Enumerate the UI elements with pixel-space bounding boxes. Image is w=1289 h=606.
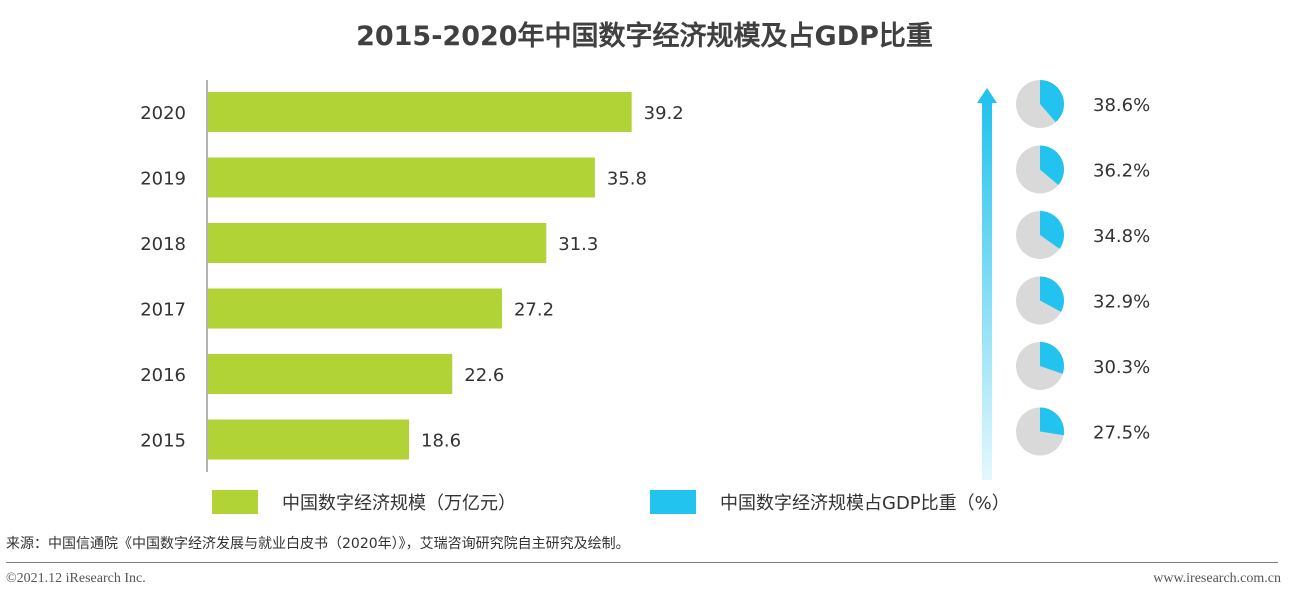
legend-item-share: 中国数字经济规模占GDP比重（%） [650, 488, 1010, 516]
pie-slice [1040, 145, 1065, 186]
bar-data-label: 39.2 [644, 103, 684, 124]
bar-data-label: 35.8 [607, 169, 647, 190]
trend-arrow-icon [977, 88, 997, 480]
copyright-text: ©2021.12 iResearch Inc. [6, 571, 146, 586]
pie-data-label: 30.3% [1093, 357, 1150, 378]
bar [208, 92, 632, 132]
pie-slice [1040, 407, 1064, 436]
chart-title: 2015-2020年中国数字经济规模及占GDP比重 [356, 21, 933, 52]
y-tick-label: 2019 [140, 169, 186, 190]
bar [208, 223, 547, 263]
pie-data-label: 34.8% [1093, 226, 1150, 247]
y-tick-label: 2015 [140, 431, 186, 452]
legend-swatch-scale [212, 490, 258, 514]
pies-group: 38.6% 36.2% 34.8% 32.9% 30.3% 27.5% [1016, 80, 1150, 456]
bar [208, 288, 502, 329]
bar-data-label: 22.6 [464, 365, 504, 386]
bar [208, 354, 453, 394]
bar-data-label: 18.6 [421, 431, 461, 452]
pie-slice [1040, 276, 1064, 312]
footer-divider [6, 562, 1278, 563]
y-tick-label: 2016 [140, 365, 186, 386]
pie-data-label: 38.6% [1093, 95, 1150, 116]
bars-group: 2020 39.2 2019 35.8 2018 31.3 2017 27.2 2016 22.6… [140, 92, 684, 460]
pie-slice [1040, 211, 1064, 249]
legend-label-share: 中国数字经济规模占GDP比重（%） [720, 493, 1010, 514]
pie-data-label: 36.2% [1093, 161, 1150, 182]
bar-data-label: 27.2 [514, 300, 554, 321]
bar-data-label: 31.3 [558, 234, 598, 255]
bar [208, 419, 410, 460]
bar [208, 157, 595, 198]
y-tick-label: 2017 [140, 300, 186, 321]
pie-slice [1040, 80, 1064, 123]
pie-data-label: 27.5% [1093, 423, 1150, 444]
legend-label-scale: 中国数字经济规模（万亿元） [282, 493, 516, 514]
pie-slice [1040, 342, 1065, 374]
y-tick-label: 2018 [140, 234, 186, 255]
y-tick-label: 2020 [140, 103, 186, 124]
legend-item-scale: 中国数字经济规模（万亿元） [212, 488, 516, 516]
source-note: 来源：中国信通院《中国数字经济发展与就业白皮书（2020年）》，艾瑞咨询研究院自… [6, 536, 630, 552]
legend-swatch-share [650, 490, 696, 514]
pie-data-label: 32.9% [1093, 292, 1150, 313]
website-link[interactable]: www.iresearch.com.cn [1153, 571, 1281, 586]
